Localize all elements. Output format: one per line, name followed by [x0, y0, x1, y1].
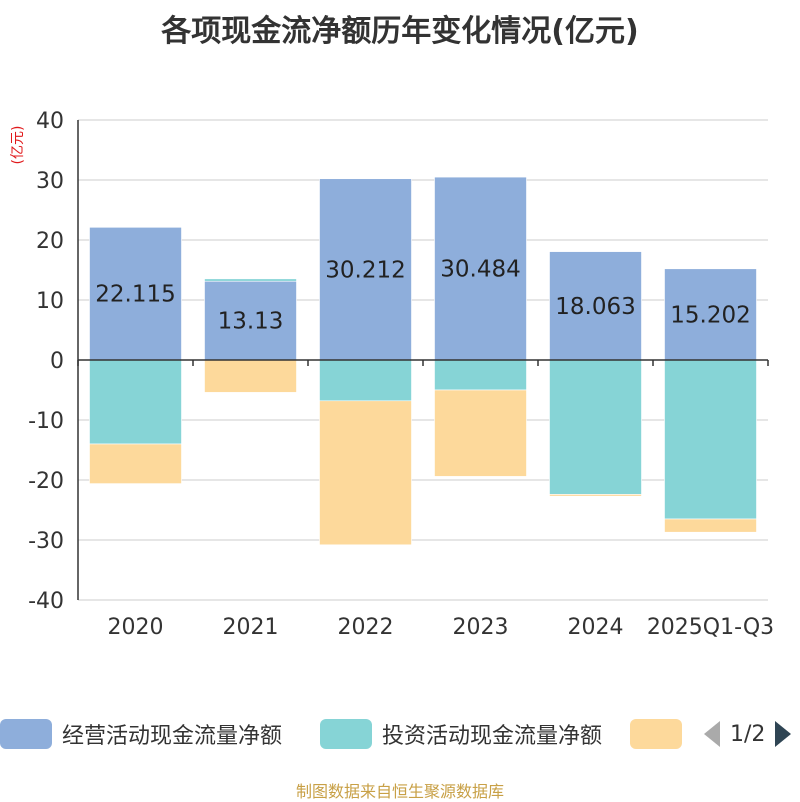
- data-label: 13.13: [218, 309, 284, 335]
- bar-series0-2024[interactable]: [549, 251, 642, 361]
- y-tick-label: 0: [50, 349, 64, 374]
- y-tick-label: 30: [36, 169, 64, 194]
- legend-page-indicator: 1/2: [730, 721, 766, 747]
- x-tick-label: 2024: [568, 615, 624, 640]
- legend-pager: 1/2: [704, 714, 792, 754]
- y-tick-label: -10: [28, 409, 64, 434]
- bar-series1-2025Q1-Q3[interactable]: [664, 359, 757, 520]
- bar-series0-2022[interactable]: [319, 178, 412, 361]
- legend-item-financing[interactable]: [630, 714, 682, 754]
- data-source-note: 制图数据来自恒生聚源数据库: [295, 782, 504, 801]
- bar-series2-2024[interactable]: [549, 494, 642, 497]
- next-page-icon[interactable]: [775, 721, 792, 747]
- cashflow-chart: 40 30 20 10 0 -10 -20 -30 -40 (亿元) 22.115 13.13 30.2…: [10, 109, 774, 640]
- bar-series2-2023[interactable]: [434, 389, 527, 477]
- y-tick-label: 20: [36, 229, 64, 254]
- legend-label-operating: 经营活动现金流量净额: [62, 724, 283, 749]
- x-tick-label: 2025Q1-Q3: [647, 615, 774, 640]
- bar-series2-2021[interactable]: [204, 359, 297, 393]
- y-tick-label: 40: [36, 109, 64, 134]
- bar-series1-2022[interactable]: [319, 359, 412, 402]
- data-label: 18.063: [555, 294, 635, 320]
- x-tick-label: 2022: [338, 615, 394, 640]
- y-axis-label: (亿元): [10, 126, 26, 165]
- legend: 经营活动现金流量净额 投资活动现金流量净额 1/2: [0, 714, 800, 754]
- x-tick-label: 2020: [108, 615, 164, 640]
- bar-series0-2020[interactable]: [89, 227, 182, 361]
- data-label: 22.115: [95, 282, 175, 308]
- bar-series1-2023[interactable]: [434, 359, 527, 391]
- y-tick-label: -20: [28, 469, 64, 494]
- x-tick-label: 2023: [453, 615, 509, 640]
- legend-label-investing: 投资活动现金流量净额: [382, 724, 603, 749]
- y-tick-label: -30: [28, 529, 64, 554]
- bar-series1-2021[interactable]: [204, 278, 297, 282]
- y-tick-label: -40: [28, 589, 64, 614]
- bar-series2-2020[interactable]: [89, 443, 182, 484]
- bar-series1-2020[interactable]: [89, 359, 182, 445]
- data-label: 15.202: [670, 302, 750, 328]
- legend-swatch-operating: [0, 719, 52, 749]
- bar-series1-2024[interactable]: [549, 359, 642, 495]
- data-label: 30.484: [440, 257, 520, 283]
- legend-swatch-investing: [320, 719, 372, 749]
- y-tick-label: 10: [36, 289, 64, 314]
- legend-item-investing[interactable]: 投资活动现金流量净额: [320, 714, 602, 754]
- bar-series0-2021[interactable]: [204, 280, 297, 361]
- x-tick-label: 2021: [223, 615, 279, 640]
- data-label: 30.212: [325, 257, 405, 283]
- bar-series2-2025Q1-Q3[interactable]: [664, 518, 757, 533]
- chart-title: 各项现金流净额历年变化情况(亿元): [161, 14, 639, 49]
- legend-swatch-financing: [630, 719, 682, 749]
- bar-series0-2023[interactable]: [434, 176, 527, 361]
- prev-page-icon[interactable]: [704, 721, 720, 747]
- bar-series2-2022[interactable]: [319, 400, 412, 546]
- legend-item-operating[interactable]: 经营活动现金流量净额: [0, 714, 282, 754]
